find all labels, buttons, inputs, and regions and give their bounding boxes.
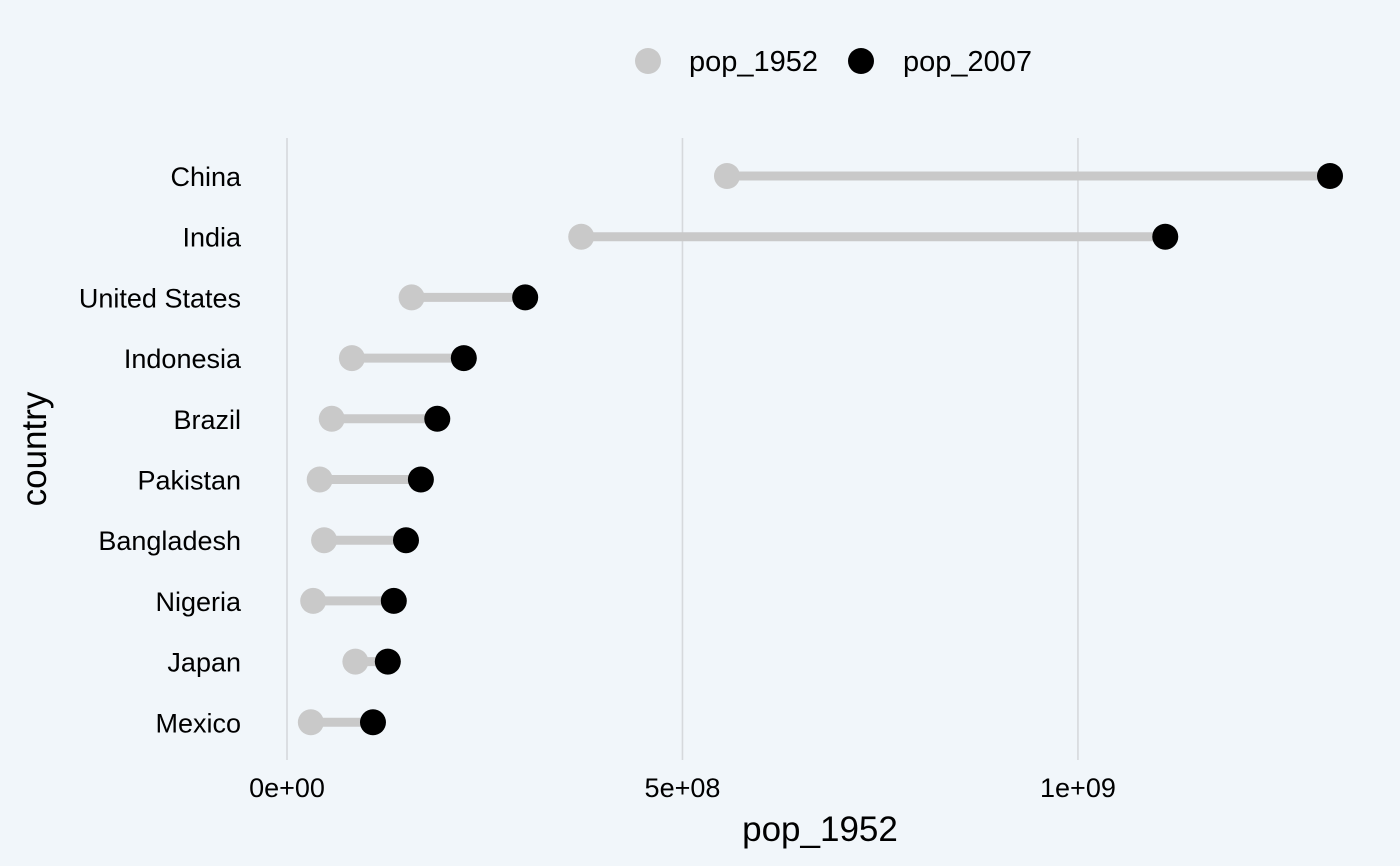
point-pop-2007	[424, 405, 451, 432]
point-pop-2007	[392, 527, 419, 554]
data-points	[297, 163, 1343, 736]
legend-label: pop_1952	[689, 46, 818, 78]
y-tick-label: Nigeria	[155, 587, 242, 617]
point-pop-1952	[311, 527, 338, 554]
y-tick-label: Bangladesh	[98, 526, 241, 556]
y-tick-label: China	[170, 162, 242, 192]
y-axis-title: country	[15, 391, 54, 506]
point-pop-1952	[338, 345, 365, 372]
point-pop-1952	[318, 405, 345, 432]
y-tick-label: Indonesia	[124, 344, 242, 374]
x-tick-label: 0e+00	[249, 773, 325, 803]
x-axis-title: pop_1952	[742, 810, 898, 849]
point-pop-1952	[300, 587, 327, 614]
y-tick-label: Pakistan	[137, 466, 241, 496]
y-tick-label: India	[182, 223, 242, 253]
dumbbell-segments	[310, 171, 1330, 727]
legend-key-pop-1952	[635, 48, 661, 74]
point-pop-2007	[359, 709, 386, 736]
y-tick-label: Brazil	[173, 405, 241, 435]
y-tick-label: United States	[79, 283, 241, 313]
x-axis-tick-labels: 0e+00 5e+08 1e+09	[249, 773, 1116, 803]
point-pop-2007	[450, 345, 477, 372]
point-pop-1952	[342, 648, 369, 675]
point-pop-2007	[1152, 223, 1179, 250]
point-pop-1952	[568, 223, 595, 250]
y-axis-tick-labels: China India United States Indonesia Brazil Pa…	[79, 162, 242, 738]
point-pop-2007	[407, 466, 434, 493]
point-pop-1952	[713, 163, 740, 189]
legend: pop_1952 pop_2007	[635, 46, 1032, 78]
x-tick-label: 5e+08	[645, 773, 721, 803]
point-pop-1952	[398, 284, 425, 311]
legend-key-pop-2007	[848, 48, 874, 74]
point-pop-2007	[512, 284, 539, 311]
y-tick-label: Japan	[167, 648, 241, 678]
point-pop-2007	[374, 648, 401, 675]
point-pop-2007	[380, 587, 407, 614]
point-pop-1952	[306, 466, 333, 493]
point-pop-1952	[297, 709, 324, 736]
y-tick-label: Mexico	[155, 708, 241, 738]
point-pop-2007	[1317, 163, 1343, 189]
legend-label: pop_2007	[903, 46, 1032, 78]
x-tick-label: 1e+09	[1040, 773, 1116, 803]
grid-lines	[286, 138, 1079, 760]
